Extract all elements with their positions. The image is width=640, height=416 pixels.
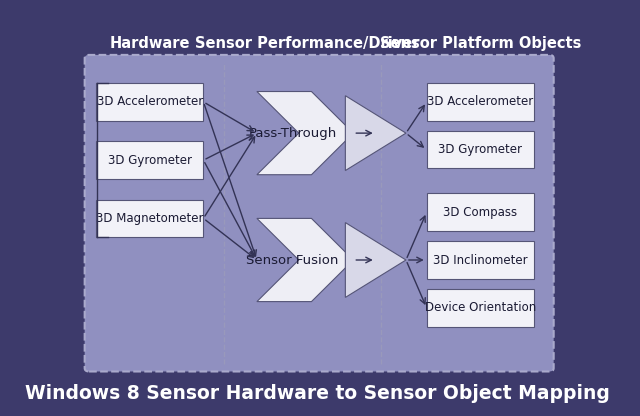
Polygon shape bbox=[257, 92, 353, 175]
FancyBboxPatch shape bbox=[84, 55, 554, 371]
Text: 3D Gyrometer: 3D Gyrometer bbox=[438, 143, 522, 156]
Polygon shape bbox=[346, 96, 406, 171]
Text: Sensor Platform Objects: Sensor Platform Objects bbox=[380, 36, 581, 51]
Text: Windows 8 Sensor Hardware to Sensor Object Mapping: Windows 8 Sensor Hardware to Sensor Obje… bbox=[26, 384, 610, 403]
FancyBboxPatch shape bbox=[96, 141, 204, 179]
FancyBboxPatch shape bbox=[427, 131, 534, 168]
Text: 3D Inclinometer: 3D Inclinometer bbox=[433, 253, 528, 267]
Text: Sensor Fusion: Sensor Fusion bbox=[246, 253, 339, 267]
Text: 3D Magnetometer: 3D Magnetometer bbox=[96, 212, 204, 225]
FancyBboxPatch shape bbox=[96, 83, 204, 121]
FancyBboxPatch shape bbox=[96, 200, 204, 237]
Text: Pass-Through: Pass-Through bbox=[248, 126, 337, 140]
Text: 3D Compass: 3D Compass bbox=[444, 206, 517, 219]
FancyBboxPatch shape bbox=[427, 241, 534, 279]
FancyBboxPatch shape bbox=[427, 193, 534, 231]
FancyBboxPatch shape bbox=[427, 289, 534, 327]
Text: 3D Accelerometer: 3D Accelerometer bbox=[97, 95, 203, 109]
FancyBboxPatch shape bbox=[427, 83, 534, 121]
Text: 3D Accelerometer: 3D Accelerometer bbox=[428, 95, 534, 109]
Text: 3D Gyrometer: 3D Gyrometer bbox=[108, 154, 192, 167]
Text: Sensor Performance/Driver: Sensor Performance/Driver bbox=[195, 36, 419, 51]
Polygon shape bbox=[257, 218, 353, 302]
Polygon shape bbox=[346, 223, 406, 297]
Text: Hardware: Hardware bbox=[109, 36, 190, 51]
Text: Device Orientation: Device Orientation bbox=[425, 301, 536, 314]
